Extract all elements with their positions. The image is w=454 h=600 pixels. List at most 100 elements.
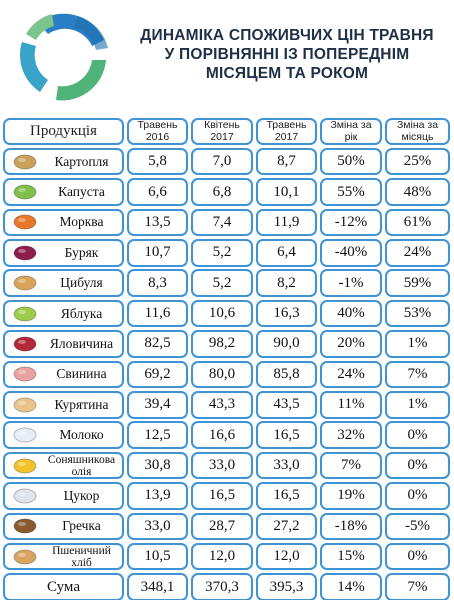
value-may-2017: 11,9	[256, 208, 317, 237]
product-cell: Молоко	[3, 421, 124, 449]
product-cell: Морква	[3, 208, 124, 237]
value-yoy-change: -1%	[320, 269, 382, 297]
product-name: Свинина	[56, 366, 107, 382]
value-apr-2017: 7,4	[191, 208, 253, 237]
value-may-2016: 12,5	[127, 421, 188, 449]
table-row: Яблука 11,6 10,6 16,3 40% 53%	[3, 298, 451, 328]
value-yoy-change: -18%	[320, 512, 382, 541]
product-name: Соняшникова олія	[47, 453, 116, 478]
product-name: Яблука	[60, 305, 103, 321]
value-mom-change: 53%	[385, 299, 450, 328]
value-yoy-change: 19%	[320, 482, 382, 510]
value-apr-2017: 28,7	[191, 512, 253, 541]
value-yoy-change: 40%	[320, 299, 382, 328]
price-table: Продукція Травень 2016 Квітень 2017 Трав…	[3, 116, 451, 600]
value-apr-2017: 5,2	[191, 269, 253, 297]
sugar-icon	[11, 486, 39, 505]
chicken-icon	[11, 395, 39, 414]
value-may-2016: 8,3	[127, 269, 188, 297]
value-may-2016: 6,6	[127, 178, 188, 206]
value-apr-2017: 98,2	[191, 330, 253, 358]
value-mom-change: 0%	[385, 451, 450, 480]
value-mom-change: 1%	[385, 330, 450, 358]
value-may-2016: 13,5	[127, 208, 188, 237]
value-mom-change: 1%	[385, 391, 450, 419]
sum-yoy-change: 14%	[320, 573, 382, 600]
logo-icon	[19, 13, 108, 101]
value-apr-2017: 6,8	[191, 178, 253, 206]
sum-may-2017: 395,3	[256, 573, 317, 600]
value-apr-2017: 12,0	[191, 542, 253, 571]
value-apr-2017: 7,0	[191, 147, 253, 176]
value-may-2017: 8,2	[256, 269, 317, 297]
onion-icon	[11, 274, 39, 293]
product-name: Молоко	[59, 427, 104, 443]
value-apr-2017: 43,3	[191, 391, 253, 419]
product-name: Картопля	[54, 153, 109, 169]
product-cell: Капуста	[3, 178, 124, 206]
sum-apr-2017: 370,3	[191, 573, 253, 600]
header-product: Продукція	[3, 117, 124, 145]
table-row: Цукор 13,9 16,5 16,5 19% 0%	[3, 481, 451, 511]
product-cell: Пшеничний хліб	[3, 542, 124, 571]
table-row: Капуста 6,6 6,8 10,1 55% 48%	[3, 177, 451, 207]
value-may-2017: 10,1	[256, 178, 317, 206]
value-yoy-change: 32%	[320, 421, 382, 449]
value-may-2016: 5,8	[127, 147, 188, 176]
value-may-2017: 85,8	[256, 360, 317, 389]
table-row: Пшеничний хліб 10,5 12,0 12,0 15% 0%	[3, 541, 451, 571]
product-name: Пшеничний хліб	[52, 544, 111, 569]
value-mom-change: 24%	[385, 239, 450, 267]
header-yoy-change: Зміна за рік	[320, 117, 382, 145]
header-may-2016: Травень 2016	[127, 117, 188, 145]
value-apr-2017: 80,0	[191, 360, 253, 389]
product-name: Цибуля	[60, 275, 103, 291]
value-yoy-change: 50%	[320, 147, 382, 176]
product-name: Морква	[59, 214, 104, 230]
value-yoy-change: 15%	[320, 542, 382, 571]
header-may-2017: Травень 2017	[256, 117, 317, 145]
value-mom-change: 59%	[385, 269, 450, 297]
value-may-2017: 90,0	[256, 330, 317, 358]
table-row: Буряк 10,7 5,2 6,4 -40% 24%	[3, 238, 451, 268]
value-may-2017: 16,5	[256, 421, 317, 449]
product-name: Капуста	[58, 184, 105, 200]
value-apr-2017: 16,6	[191, 421, 253, 449]
title-line-3: МІСЯЦЕМ ТА РОКОМ	[205, 65, 369, 82]
value-may-2017: 43,5	[256, 391, 317, 419]
potato-icon	[11, 152, 39, 171]
value-mom-change: 0%	[385, 542, 450, 571]
value-may-2017: 8,7	[256, 147, 317, 176]
bread-icon	[11, 547, 39, 566]
value-yoy-change: 24%	[320, 360, 382, 389]
value-may-2017: 16,3	[256, 299, 317, 328]
product-cell: Цукор	[3, 482, 124, 510]
value-may-2016: 10,7	[127, 239, 188, 267]
page-title: ДИНАМІКА СПОЖИВЧИХ ЦІН ТРАВНЯ У ПОРІВНЯН…	[122, 26, 452, 83]
sunflower-oil-icon	[11, 456, 39, 475]
value-may-2016: 11,6	[127, 299, 188, 328]
table-header-row: Продукція Травень 2016 Квітень 2017 Трав…	[3, 116, 451, 146]
value-may-2016: 13,9	[127, 482, 188, 510]
milk-icon	[11, 426, 39, 445]
sum-label: Сума	[3, 573, 124, 600]
value-may-2016: 30,8	[127, 451, 188, 480]
value-may-2017: 12,0	[256, 542, 317, 571]
value-may-2017: 33,0	[256, 451, 317, 480]
table-row: Цибуля 8,3 5,2 8,2 -1% 59%	[3, 268, 451, 298]
table-row: Морква 13,5 7,4 11,9 -12% 61%	[3, 207, 451, 237]
table-row: Яловичина 82,5 98,2 90,0 20% 1%	[3, 329, 451, 359]
value-mom-change: 25%	[385, 147, 450, 176]
product-cell: Свинина	[3, 360, 124, 389]
title-line-2: У ПОРІВНЯННІ ІЗ ПОПЕРЕДНІМ	[164, 46, 410, 63]
value-may-2016: 39,4	[127, 391, 188, 419]
product-name: Курятина	[54, 396, 109, 412]
sum-mom-change: 7%	[385, 573, 450, 600]
value-yoy-change: 55%	[320, 178, 382, 206]
product-cell: Гречка	[3, 512, 124, 541]
value-yoy-change: 11%	[320, 391, 382, 419]
header-mom-change: Зміна за місяць	[385, 117, 450, 145]
table-row: Картопля 5,8 7,0 8,7 50% 25%	[3, 146, 451, 176]
value-mom-change: 0%	[385, 421, 450, 449]
product-cell: Соняшникова олія	[3, 451, 124, 480]
